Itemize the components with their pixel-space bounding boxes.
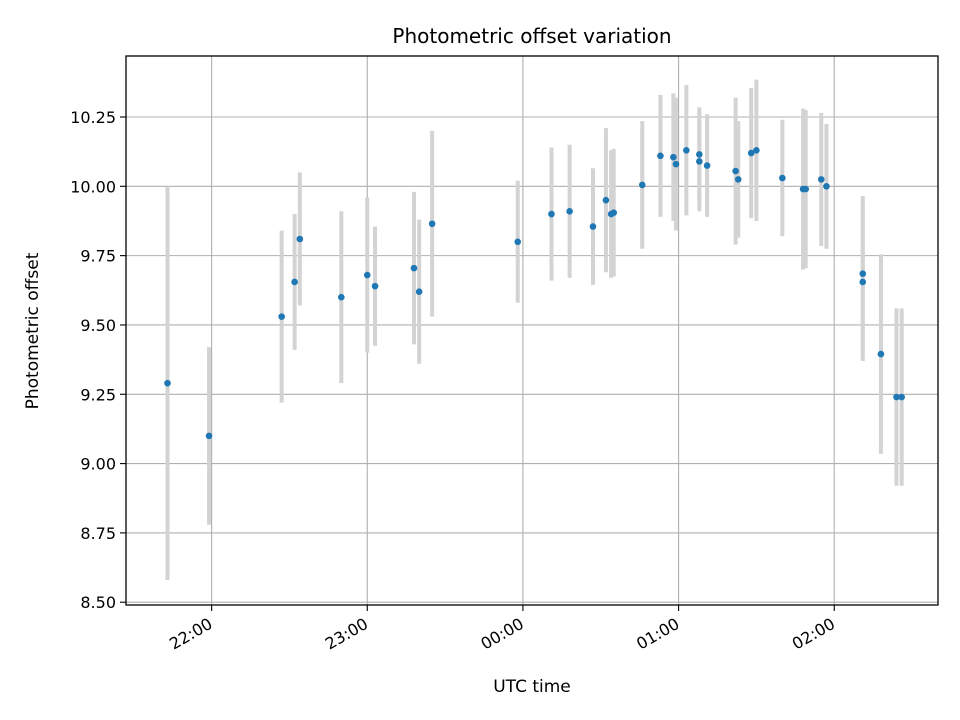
data-points: [164, 146, 905, 440]
data-point: [278, 313, 285, 320]
data-point: [696, 151, 703, 158]
data-point: [732, 167, 739, 175]
data-point: [683, 146, 690, 154]
y-tick-label: 9.75: [80, 247, 116, 266]
chart-title: Photometric offset variation: [392, 24, 671, 48]
data-point: [428, 220, 436, 228]
y-axis: 8.50 8.75 9.00 9.25 9.50 9.75 10.00 10.25: [70, 108, 126, 612]
data-point: [703, 162, 711, 169]
data-point: [877, 350, 885, 358]
data-point: [589, 223, 597, 230]
y-tick-label: 10.25: [70, 108, 116, 127]
data-point: [657, 152, 664, 160]
data-point: [296, 235, 304, 243]
y-tick-label: 9.25: [80, 385, 116, 404]
y-tick-label: 10.00: [70, 177, 116, 196]
data-point: [670, 153, 677, 161]
y-tick-label: 9.50: [80, 316, 116, 335]
y-tick-label: 9.00: [80, 455, 116, 474]
data-point: [859, 270, 867, 277]
data-point: [610, 209, 618, 216]
data-point: [410, 264, 418, 272]
data-point: [859, 278, 867, 286]
y-tick-label: 8.75: [80, 524, 116, 543]
data-point: [734, 176, 742, 183]
data-point: [817, 176, 825, 183]
data-point: [415, 288, 423, 295]
data-point: [898, 393, 905, 401]
y-axis-label: Photometric offset: [23, 252, 43, 409]
x-axis-label: UTC time: [493, 677, 571, 697]
data-point: [823, 183, 830, 190]
data-point: [566, 207, 573, 215]
data-point: [638, 181, 646, 189]
data-point: [514, 238, 522, 246]
data-point: [602, 196, 610, 204]
data-point: [672, 160, 680, 168]
data-point: [779, 174, 786, 182]
data-point: [548, 210, 555, 218]
data-point: [205, 432, 213, 440]
data-point: [696, 158, 703, 165]
data-point: [893, 393, 900, 401]
data-point: [802, 185, 809, 193]
y-tick-label: 8.50: [80, 593, 116, 612]
data-point: [747, 149, 755, 157]
data-point: [363, 271, 371, 279]
data-point: [164, 379, 171, 387]
data-point: [291, 278, 298, 286]
data-point: [371, 282, 379, 290]
plot-frame: [125, 55, 939, 606]
data-point: [753, 146, 760, 154]
data-point: [338, 293, 345, 301]
